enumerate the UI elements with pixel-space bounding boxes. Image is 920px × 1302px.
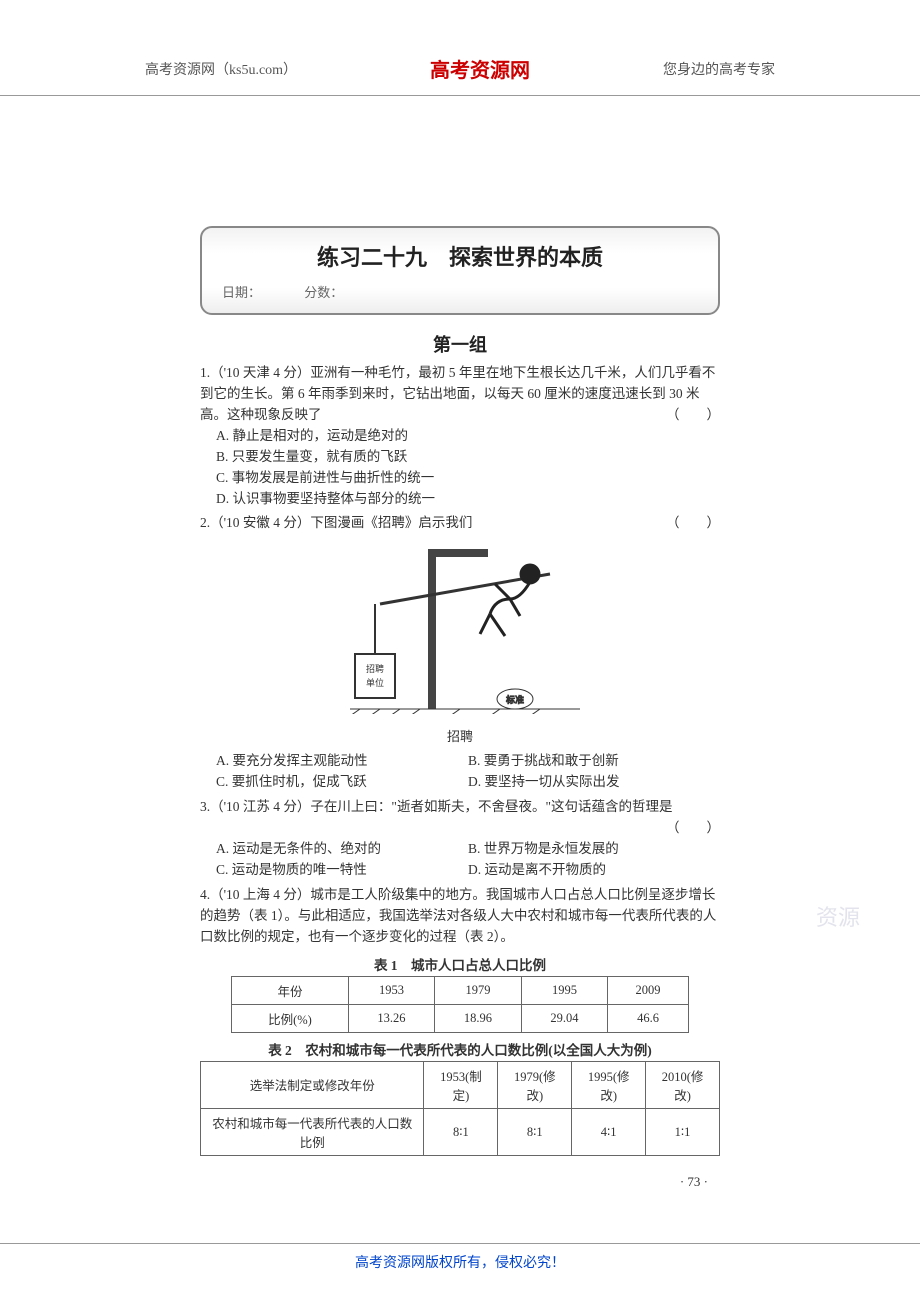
header-logo-text: 高考资源网: [430, 54, 530, 83]
q1-option-c: C. 事物发展是前进性与曲折性的统一: [216, 468, 720, 489]
date-label: 日期：: [222, 285, 261, 300]
q3-option-b: B. 世界万物是永恒发展的: [468, 839, 720, 860]
t2-h0: 选举法制定或修改年份: [201, 1061, 424, 1108]
score-label: 分数：: [304, 285, 343, 300]
header-left: 高考资源网（ks5u.com）: [145, 59, 297, 79]
cartoon-svg: 招聘 单位: [320, 544, 600, 714]
q3-text: 3.（'10 江苏 4 分）子在川上曰："逝者如斯夫，不舍昼夜。"这句话蕴含的哲…: [200, 799, 672, 814]
q1-option-b: B. 只要发生量变，就有质的飞跃: [216, 447, 720, 468]
table2-header-row: 选举法制定或修改年份 1953(制定) 1979(修改) 1995(修改) 20…: [201, 1061, 720, 1108]
exercise-title-box: 练习二十九 探索世界的本质 日期： 分数：: [200, 226, 720, 315]
q2-text: 2.（'10 安徽 4 分）下图漫画《招聘》启示我们: [200, 515, 472, 530]
table1-title: 表 1 城市人口占总人口比例: [200, 954, 720, 974]
q1-option-d: D. 认识事物要坚持整体与部分的统一: [216, 489, 720, 510]
t1-r2: 18.96: [435, 1004, 522, 1032]
q3-options: A. 运动是无条件的、绝对的 B. 世界万物是永恒发展的 C. 运动是物质的唯一…: [200, 839, 720, 881]
watermark: 资源: [816, 900, 860, 932]
q1-paren: （ ）: [666, 405, 720, 426]
t1-h0: 年份: [232, 976, 348, 1004]
q1-option-a: A. 静止是相对的，运动是绝对的: [216, 426, 720, 447]
page-header: 高考资源网（ks5u.com） 高考资源网 您身边的高考专家: [0, 0, 920, 96]
question-2-stem: 2.（'10 安徽 4 分）下图漫画《招聘》启示我们 （ ）: [200, 513, 720, 534]
t1-h3: 1995: [521, 976, 608, 1004]
q1-options: A. 静止是相对的，运动是绝对的 B. 只要发生量变，就有质的飞跃 C. 事物发…: [200, 426, 720, 510]
t1-h4: 2009: [608, 976, 689, 1004]
page-number: · 73 ·: [200, 1174, 720, 1190]
question-4-stem: 4.（'10 上海 4 分）城市是工人阶级集中的地方。我国城市人口占总人口比例呈…: [200, 885, 720, 948]
table2-data-row: 农村和城市每一代表所代表的人口数比例 8∶1 8∶1 4∶1 1∶1: [201, 1108, 720, 1155]
t2-h4: 2010(修改): [646, 1061, 720, 1108]
t1-r4: 46.6: [608, 1004, 689, 1032]
q3-option-c: C. 运动是物质的唯一特性: [216, 860, 468, 881]
group-1-title: 第一组: [200, 331, 720, 357]
question-4: 4.（'10 上海 4 分）城市是工人阶级集中的地方。我国城市人口占总人口比例呈…: [200, 885, 720, 948]
q3-paren: （ ）: [200, 818, 720, 839]
t2-r3: 4∶1: [572, 1108, 646, 1155]
table1-data-row: 比例(%) 13.26 18.96 29.04 46.6: [232, 1004, 689, 1032]
exercise-title: 练习二十九 探索世界的本质: [222, 240, 698, 272]
svg-text:单位: 单位: [366, 677, 384, 688]
q2-option-d: D. 要坚持一切从实际出发: [468, 772, 720, 793]
t2-r4: 1∶1: [646, 1108, 720, 1155]
q2-option-a: A. 要充分发挥主观能动性: [216, 751, 468, 772]
svg-text:标准: 标准: [506, 694, 524, 705]
question-3: 3.（'10 江苏 4 分）子在川上曰："逝者如斯夫，不舍昼夜。"这句话蕴含的哲…: [200, 797, 720, 881]
cartoon-caption: 招聘: [200, 727, 720, 747]
question-1: 1.（'10 天津 4 分）亚洲有一种毛竹，最初 5 年里在地下生根长达几千米，…: [200, 363, 720, 509]
t1-r1: 13.26: [348, 1004, 435, 1032]
t2-h3: 1995(修改): [572, 1061, 646, 1108]
question-2: 2.（'10 安徽 4 分）下图漫画《招聘》启示我们 （ ） 招聘 单位: [200, 513, 720, 793]
question-3-stem: 3.（'10 江苏 4 分）子在川上曰："逝者如斯夫，不舍昼夜。"这句话蕴含的哲…: [200, 797, 720, 818]
question-1-stem: 1.（'10 天津 4 分）亚洲有一种毛竹，最初 5 年里在地下生根长达几千米，…: [200, 363, 720, 426]
q3-option-d: D. 运动是离不开物质的: [468, 860, 720, 881]
q1-text: 1.（'10 天津 4 分）亚洲有一种毛竹，最初 5 年里在地下生根长达几千米，…: [200, 365, 715, 422]
main-content: 练习二十九 探索世界的本质 日期： 分数： 第一组 1.（'10 天津 4 分）…: [0, 96, 920, 1190]
header-right: 您身边的高考专家: [663, 59, 775, 79]
q2-option-c: C. 要抓住时机，促成飞跃: [216, 772, 468, 793]
t2-h1: 1953(制定): [424, 1061, 498, 1108]
q2-paren: （ ）: [666, 513, 720, 534]
table-2: 选举法制定或修改年份 1953(制定) 1979(修改) 1995(修改) 20…: [200, 1061, 720, 1156]
q3-option-a: A. 运动是无条件的、绝对的: [216, 839, 468, 860]
t1-h1: 1953: [348, 976, 435, 1004]
q2-option-b: B. 要勇于挑战和敢于创新: [468, 751, 720, 772]
page-footer: 高考资源网版权所有，侵权必究！: [0, 1243, 920, 1272]
svg-text:招聘: 招聘: [366, 663, 384, 674]
t1-h2: 1979: [435, 976, 522, 1004]
meta-row: 日期： 分数：: [222, 282, 698, 301]
t2-h2: 1979(修改): [498, 1061, 572, 1108]
t1-r3: 29.04: [521, 1004, 608, 1032]
table2-title: 表 2 农村和城市每一代表所代表的人口数比例(以全国人大为例): [200, 1039, 720, 1059]
t2-r0: 农村和城市每一代表所代表的人口数比例: [201, 1108, 424, 1155]
table1-header-row: 年份 1953 1979 1995 2009: [232, 976, 689, 1004]
t2-r1: 8∶1: [424, 1108, 498, 1155]
q2-options: A. 要充分发挥主观能动性 B. 要勇于挑战和敢于创新 C. 要抓住时机，促成飞…: [200, 751, 720, 793]
t1-r0: 比例(%): [232, 1004, 348, 1032]
t2-r2: 8∶1: [498, 1108, 572, 1155]
table-1: 年份 1953 1979 1995 2009 比例(%) 13.26 18.96…: [231, 976, 689, 1033]
cartoon-image: 招聘 单位: [200, 544, 720, 721]
